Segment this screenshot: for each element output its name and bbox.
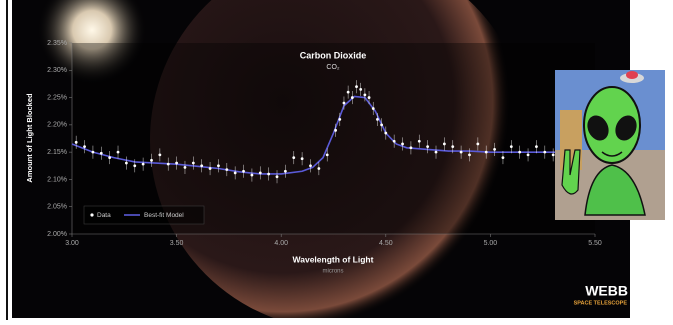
data-point [359, 88, 362, 91]
data-point [351, 96, 354, 99]
data-point [338, 118, 341, 121]
data-point [251, 174, 254, 177]
x-tick-label: 3.50 [170, 240, 184, 247]
data-point [225, 168, 228, 171]
data-point [372, 107, 375, 110]
logo-title: WEBB [585, 283, 628, 299]
data-point [347, 91, 350, 94]
y-tick-label: 2.00% [47, 231, 67, 238]
data-point [309, 164, 312, 167]
data-point [234, 171, 237, 174]
x-tick-label: 3.00 [65, 240, 79, 247]
x-axis-unit: microns [322, 269, 343, 275]
data-point [292, 156, 295, 159]
data-point [133, 164, 136, 167]
data-point [527, 153, 530, 156]
x-tick-label: 5.50 [588, 240, 602, 247]
y-tick-label: 2.05% [47, 204, 67, 211]
chart-title: Carbon Dioxide [300, 50, 367, 60]
data-point [92, 151, 95, 154]
data-point [276, 175, 279, 178]
data-point [192, 162, 195, 165]
data-point [384, 132, 387, 135]
y-axis-label: Amount of Light Blocked [25, 93, 34, 183]
data-point [418, 140, 421, 143]
plot-area [72, 43, 595, 234]
logo-subtitle: SPACE TELESCOPE [574, 300, 628, 306]
y-tick-label: 2.10% [47, 176, 67, 183]
data-point [476, 143, 479, 146]
y-tick-label: 2.25% [47, 94, 67, 101]
legend-marker [90, 213, 93, 216]
data-point [451, 145, 454, 148]
data-point [426, 145, 429, 148]
data-point [485, 151, 488, 154]
y-tick-label: 2.35% [47, 40, 67, 47]
data-point [175, 162, 178, 165]
data-point [435, 151, 438, 154]
data-point [284, 170, 287, 173]
data-point [363, 93, 366, 96]
x-axis-label: Wavelength of Light [293, 254, 374, 264]
data-point [518, 151, 521, 154]
data-point [267, 173, 270, 176]
data-point [317, 167, 320, 170]
data-point [184, 166, 187, 169]
data-point [100, 152, 103, 155]
legend-label: Best-fit Model [144, 212, 184, 219]
y-tick-label: 2.20% [47, 122, 67, 129]
x-tick-label: 4.50 [379, 240, 393, 247]
border [6, 0, 8, 320]
data-point [343, 102, 346, 105]
data-point [209, 167, 212, 170]
data-point [200, 164, 203, 167]
data-point [376, 118, 379, 121]
data-point [108, 156, 111, 159]
legend-label: Data [97, 212, 111, 219]
chart-subtitle: CO₂ [326, 64, 340, 71]
data-point [502, 156, 505, 159]
data-point [543, 151, 546, 154]
data-point [167, 163, 170, 166]
data-point [217, 164, 220, 167]
data-point [460, 151, 463, 154]
data-point [334, 129, 337, 132]
data-point [150, 159, 153, 162]
screenshot: Carbon Dioxide CO₂ Wavelength of Light m… [0, 0, 673, 320]
data-point [326, 153, 329, 156]
data-point [355, 85, 358, 88]
data-point [158, 153, 161, 156]
data-point [535, 145, 538, 148]
data-point [380, 123, 383, 126]
x-tick-label: 4.00 [274, 240, 288, 247]
data-point [510, 145, 513, 148]
data-point [117, 151, 120, 154]
data-point [468, 153, 471, 156]
data-point [410, 146, 413, 149]
data-point [83, 145, 86, 148]
data-point [443, 143, 446, 146]
data-point [125, 162, 128, 165]
data-point [242, 170, 245, 173]
data-point [259, 171, 262, 174]
data-point [393, 140, 396, 143]
data-point [401, 143, 404, 146]
alien-sticker [555, 70, 665, 220]
y-tick-label: 2.15% [47, 149, 67, 156]
data-point [552, 153, 555, 156]
data-point [493, 148, 496, 151]
data-point [301, 157, 304, 160]
y-tick-label: 2.30% [47, 67, 67, 74]
data-point [368, 96, 371, 99]
x-tick-label: 5.00 [484, 240, 498, 247]
data-point [75, 141, 78, 144]
data-point [142, 163, 145, 166]
